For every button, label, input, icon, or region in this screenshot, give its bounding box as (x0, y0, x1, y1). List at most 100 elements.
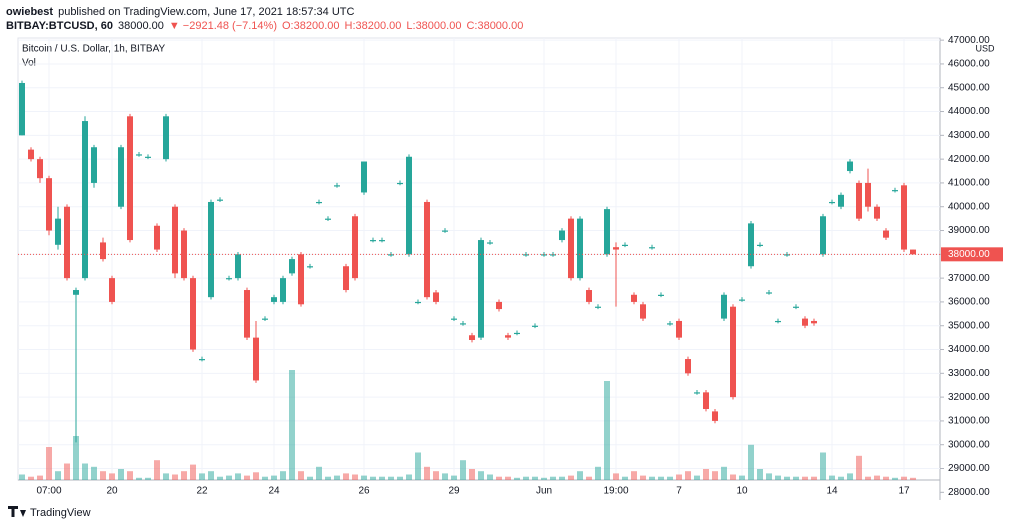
y-tick-label: 33000.00 (948, 368, 990, 379)
candle-body (127, 116, 133, 241)
volume-bar (496, 476, 502, 480)
volume-bar (784, 476, 790, 480)
candle-body (343, 266, 349, 291)
candle-body (334, 185, 340, 187)
candle-body (685, 359, 691, 374)
candle-body (568, 218, 574, 279)
volume-bar (514, 477, 520, 480)
volume-bar (370, 476, 376, 480)
candle-body (478, 240, 484, 338)
header-line-2: BITBAY:BTCUSD, 60 38000.00 ▼ −2921.48 (−… (6, 20, 523, 32)
candle-body (469, 335, 475, 341)
candle-body (82, 121, 88, 279)
volume-bar (253, 472, 259, 480)
y-tick-label: 47000.00 (948, 35, 990, 46)
candle-body (658, 294, 664, 296)
volume-bar (406, 474, 412, 480)
candle-body (235, 254, 241, 279)
footer-brand: TradingView (30, 507, 91, 519)
candle-body (172, 206, 178, 274)
y-tick-label: 45000.00 (948, 82, 990, 93)
x-tick-label: 26 (358, 486, 370, 497)
candle-body (154, 225, 160, 250)
volume-bar (118, 469, 124, 480)
volume-bar (541, 477, 547, 480)
volume-bar (352, 474, 358, 480)
volume-bar (280, 471, 286, 480)
ohlc-close: C:38000.00 (466, 20, 524, 32)
volume-bar (73, 436, 79, 480)
published: published on TradingView.com, June 17, 2… (58, 6, 355, 18)
volume-bar (766, 473, 772, 480)
volume-bar (451, 475, 457, 480)
x-tick-label: Jun (536, 486, 552, 497)
candle-body (523, 254, 529, 256)
x-tick-label: 7 (676, 486, 682, 497)
candle-body (361, 161, 367, 193)
volume-bar (883, 476, 889, 480)
candle-body (64, 206, 70, 279)
candle-body (640, 304, 646, 319)
volume-bar (676, 474, 682, 480)
volume-bar (739, 475, 745, 480)
x-tick-label: 10 (736, 486, 748, 497)
candle-body (73, 290, 79, 295)
candle-body (46, 178, 52, 231)
volume-bar (37, 475, 43, 480)
plot-area (17, 37, 941, 481)
candle-body (532, 325, 538, 327)
candle-body (208, 201, 214, 298)
y-tick-label: 41000.00 (948, 178, 990, 189)
candle-body (442, 230, 448, 232)
candle-body (874, 206, 880, 219)
candle-body (505, 335, 511, 338)
y-tick-label: 31000.00 (948, 416, 990, 427)
volume-bar (865, 476, 871, 480)
volume-bar (586, 476, 592, 480)
volume-bar (712, 471, 718, 480)
last-price-box (941, 247, 1003, 262)
volume-bar (649, 476, 655, 480)
volume-bar (307, 476, 313, 480)
candle-body (838, 194, 844, 207)
x-tick-label: 24 (268, 486, 280, 497)
volume-bar (388, 476, 394, 480)
candle-body (388, 254, 394, 256)
axes: 28000.00 29000.00 30000.00 31000.00 32000.00… (18, 35, 1003, 498)
volume-bar (55, 471, 61, 480)
x-tick-label: 07:00 (36, 486, 61, 497)
volume-bar (397, 476, 403, 480)
candle-body (406, 156, 412, 255)
volume-bar (667, 476, 673, 480)
candle-body (802, 318, 808, 326)
header-line-1: owiebest published on TradingView.com, J… (6, 6, 354, 18)
volume-bar (28, 476, 34, 480)
candle-body (730, 306, 736, 398)
candle-body (550, 254, 556, 256)
y-tick-label: 32000.00 (948, 392, 990, 403)
candle-body (757, 244, 763, 247)
candle-body (55, 218, 61, 245)
candle-body (271, 297, 277, 302)
candle-body (856, 182, 862, 219)
candle-body (316, 201, 322, 204)
volume-bar (820, 452, 826, 480)
volume-bar (487, 474, 493, 480)
candles (19, 80, 916, 443)
volume-bar (433, 471, 439, 480)
candle-body (136, 154, 142, 156)
volume-bar (91, 466, 97, 480)
volume-bar (505, 476, 511, 480)
candle-body (676, 320, 682, 338)
x-tick-label: 19:00 (603, 486, 628, 497)
volume-bar (199, 473, 205, 480)
candle-body (451, 318, 457, 320)
volume-bar (775, 475, 781, 480)
volume-bar (19, 474, 25, 480)
volume-bar (532, 476, 538, 480)
ohlc-low: L:38000.00 (406, 20, 462, 32)
candle-body (577, 218, 583, 279)
candle-body (793, 306, 799, 308)
candle-body (289, 259, 295, 274)
candle-body (487, 242, 493, 244)
